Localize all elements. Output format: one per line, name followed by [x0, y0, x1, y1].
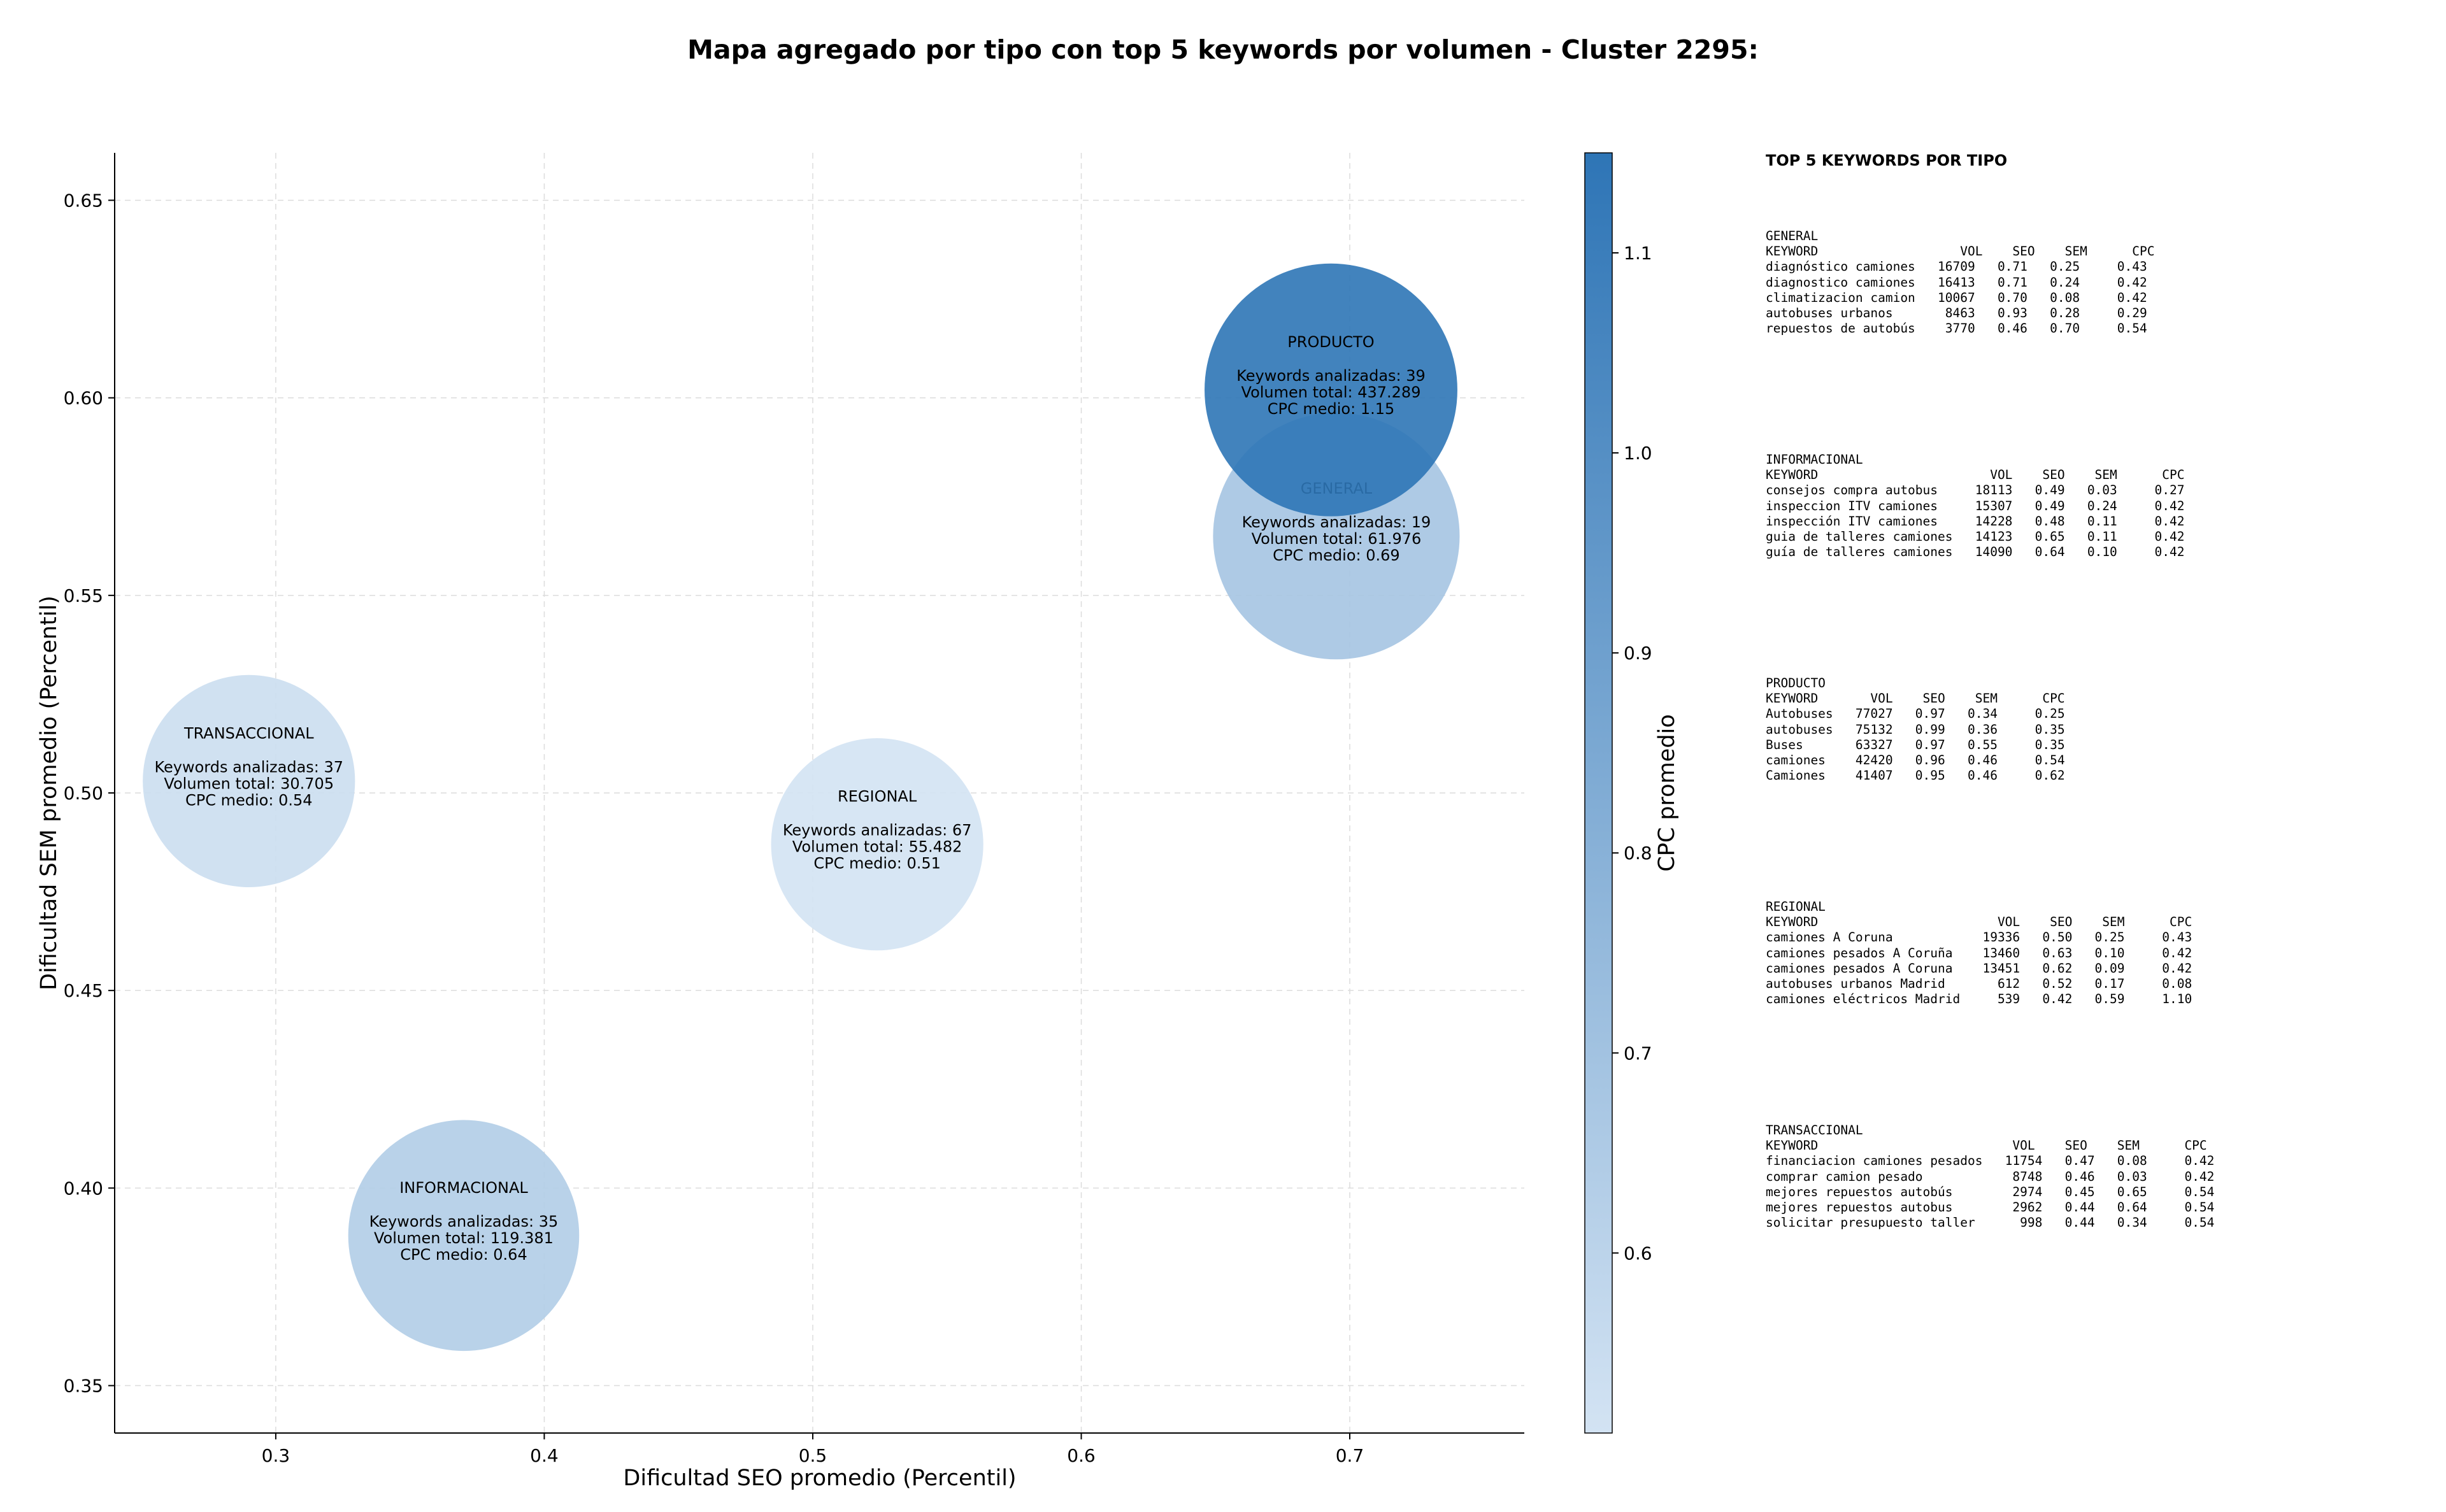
table-row: repuestos de autobús 3770 0.46 0.70 0.54: [1766, 321, 2147, 336]
colorbar-label: CPC promedio: [1654, 714, 1680, 871]
bubble-volume-label: Volumen total: 437.289: [1241, 383, 1421, 401]
table-row: mejores repuestos autobus 2962 0.44 0.64…: [1766, 1200, 2215, 1215]
table-row: Buses 63327 0.97 0.55 0.35: [1766, 737, 2065, 752]
axis-ticks: 0.3 0.4 0.5 0.6 0.7 0.35 0.40 0.45 0.50 0.55 0.60 0…: [64, 190, 1364, 1466]
colorbar-tick-label: 1.1: [1624, 243, 1652, 264]
table-row: solicitar presupuesto taller 998 0.44 0.…: [1766, 1215, 2215, 1230]
bubble-type-label: REGIONAL: [838, 788, 917, 806]
colorbar: 0.6 0.7 0.8 0.9 1.0 1.1 CPC promedio: [1584, 152, 1680, 1434]
bubble: [143, 674, 355, 887]
table-row: camiones pesados A Coruna 13451 0.62 0.0…: [1766, 960, 2192, 976]
table-row: KEYWORD VOL SEO SEM CPC: [1766, 244, 2155, 259]
bubble-cpc-label: CPC medio: 0.64: [400, 1246, 527, 1264]
bubble-cpc-label: CPC medio: 0.69: [1273, 546, 1400, 564]
table-row: camiones A Coruna 19336 0.50 0.25 0.43: [1766, 930, 2192, 945]
bubble-volume-label: Volumen total: 61.976: [1252, 530, 1422, 548]
table-row: financiacion camiones pesados 11754 0.47…: [1766, 1153, 2215, 1169]
y-tick-label: 0.65: [64, 190, 103, 211]
bubble-group: TRANSACCIONAL Keywords analizadas: 37Volu…: [143, 674, 355, 887]
bubble-volume-label: Volumen total: 30.705: [164, 774, 334, 792]
top-keywords-heading: TOP 5 KEYWORDS POR TIPO: [1766, 152, 2008, 169]
x-tick-label: 0.7: [1336, 1445, 1364, 1466]
y-tick-label: 0.55: [64, 585, 103, 606]
bubble-type-label: PRODUCTO: [1287, 333, 1374, 351]
section-name: GENERAL: [1766, 229, 1819, 243]
chart-title: Mapa agregado por tipo con top 5 keyword…: [687, 34, 1759, 65]
keyword-table-regional: REGIONAL KEYWORD VOL SEO SEM CPC camione…: [1766, 899, 2428, 1007]
bubble: [348, 1120, 580, 1352]
bubble-type-label: TRANSACCIONAL: [183, 724, 314, 742]
bubble-type-label: INFORMACIONAL: [399, 1179, 528, 1197]
table-row: autobuses urbanos 8463 0.93 0.28 0.29: [1766, 306, 2147, 321]
table-row: guia de talleres camiones 14123 0.65 0.1…: [1766, 529, 2185, 545]
table-row: inspeccion ITV camiones 15307 0.49 0.24 …: [1766, 498, 2185, 513]
table-row: KEYWORD VOL SEO SEM CPC: [1766, 467, 2185, 483]
table-row: climatizacion camion 10067 0.70 0.08 0.4…: [1766, 290, 2147, 305]
colorbar-tick-label: 0.8: [1624, 843, 1652, 864]
top-keywords-panel: TOP 5 KEYWORDS POR TIPO GENERAL KEYWORD …: [1766, 148, 2428, 1262]
y-tick-label: 0.60: [64, 388, 103, 409]
section-name: PRODUCTO: [1766, 676, 1826, 690]
y-tick-label: 0.50: [64, 783, 103, 804]
y-tick-label: 0.35: [64, 1376, 103, 1397]
x-tick-label: 0.3: [262, 1445, 290, 1466]
bubble-cpc-label: CPC medio: 1.15: [1268, 400, 1395, 418]
bubble-keywords-label: Keywords analizadas: 37: [154, 758, 343, 776]
colorbar-tick-label: 1.0: [1624, 443, 1652, 464]
keyword-table-informacional: INFORMACIONAL KEYWORD VOL SEO SEM CPC co…: [1766, 452, 2428, 560]
table-row: comprar camion pesado 8748 0.46 0.03 0.4…: [1766, 1169, 2215, 1184]
x-tick-label: 0.6: [1067, 1445, 1096, 1466]
x-axis-label: Dificultad SEO promedio (Percentil): [623, 1466, 1016, 1491]
table-row: camiones 42420 0.96 0.46 0.54: [1766, 753, 2065, 768]
bubble-keywords-label: Keywords analizadas: 39: [1236, 367, 1426, 385]
bubble-keywords-label: Keywords analizadas: 67: [783, 822, 972, 839]
keyword-table-general: GENERAL KEYWORD VOL SEO SEM CPC diagnóst…: [1766, 229, 2428, 336]
bubble-group: INFORMACIONAL Keywords analizadas: 35Volu…: [348, 1120, 580, 1352]
bubble: [771, 738, 983, 951]
bubble: [1205, 263, 1457, 517]
table-row: Autobuses 77027 0.97 0.34 0.25: [1766, 706, 2065, 722]
table-row: consejos compra autobus 18113 0.49 0.03 …: [1766, 483, 2185, 498]
table-row: inspección ITV camiones 14228 0.48 0.11 …: [1766, 513, 2185, 529]
bubble-volume-label: Volumen total: 119.381: [374, 1229, 554, 1247]
table-row: diagnostico camiones 16413 0.71 0.24 0.4…: [1766, 275, 2147, 290]
colorbar-tick-label: 0.9: [1624, 643, 1652, 664]
table-row: guía de talleres camiones 14090 0.64 0.1…: [1766, 545, 2185, 560]
table-row: autobuses 75132 0.99 0.36 0.35: [1766, 722, 2065, 737]
keyword-table-producto: PRODUCTO KEYWORD VOL SEO SEM CPC Autobus…: [1766, 676, 2428, 783]
x-tick-label: 0.4: [530, 1445, 559, 1466]
x-tick-label: 0.5: [799, 1445, 827, 1466]
bubble-keywords-label: Keywords analizadas: 35: [369, 1213, 559, 1230]
section-name: REGIONAL: [1766, 899, 1826, 914]
table-row: Camiones 41407 0.95 0.46 0.62: [1766, 768, 2065, 783]
table-row: mejores repuestos autobús 2974 0.45 0.65…: [1766, 1184, 2215, 1199]
bubble-cpc-label: CPC medio: 0.54: [185, 791, 313, 809]
keyword-table-transaccional: TRANSACCIONAL KEYWORD VOL SEO SEM CPC fi…: [1766, 1123, 2428, 1230]
y-tick-label: 0.40: [64, 1178, 103, 1199]
bubble-volume-label: Volumen total: 55.482: [792, 838, 962, 856]
colorbar-tick-label: 0.7: [1624, 1043, 1652, 1064]
section-name: INFORMACIONAL: [1766, 452, 1863, 467]
colorbar-ticks: 0.6 0.7 0.8 0.9 1.0 1.1: [1612, 243, 1652, 1264]
colorbar-gradient: [1584, 152, 1613, 1434]
y-axis-label: Dificultad SEM promedio (Percentil): [36, 596, 62, 990]
table-row: autobuses urbanos Madrid 612 0.52 0.17 0…: [1766, 976, 2192, 992]
table-row: diagnóstico camiones 16709 0.71 0.25 0.4…: [1766, 259, 2147, 275]
table-row: KEYWORD VOL SEO SEM CPC: [1766, 915, 2192, 930]
y-tick-label: 0.45: [64, 980, 103, 1001]
section-name: TRANSACCIONAL: [1766, 1123, 1863, 1138]
colorbar-tick-label: 0.6: [1624, 1243, 1652, 1264]
bubble-cpc-label: CPC medio: 0.51: [813, 855, 941, 873]
table-row: KEYWORD VOL SEO SEM CPC: [1766, 691, 2065, 706]
table-row: camiones eléctricos Madrid 539 0.42 0.59…: [1766, 992, 2192, 1007]
table-row: camiones pesados A Coruña 13460 0.63 0.1…: [1766, 945, 2192, 960]
table-row: KEYWORD VOL SEO SEM CPC: [1766, 1138, 2207, 1153]
